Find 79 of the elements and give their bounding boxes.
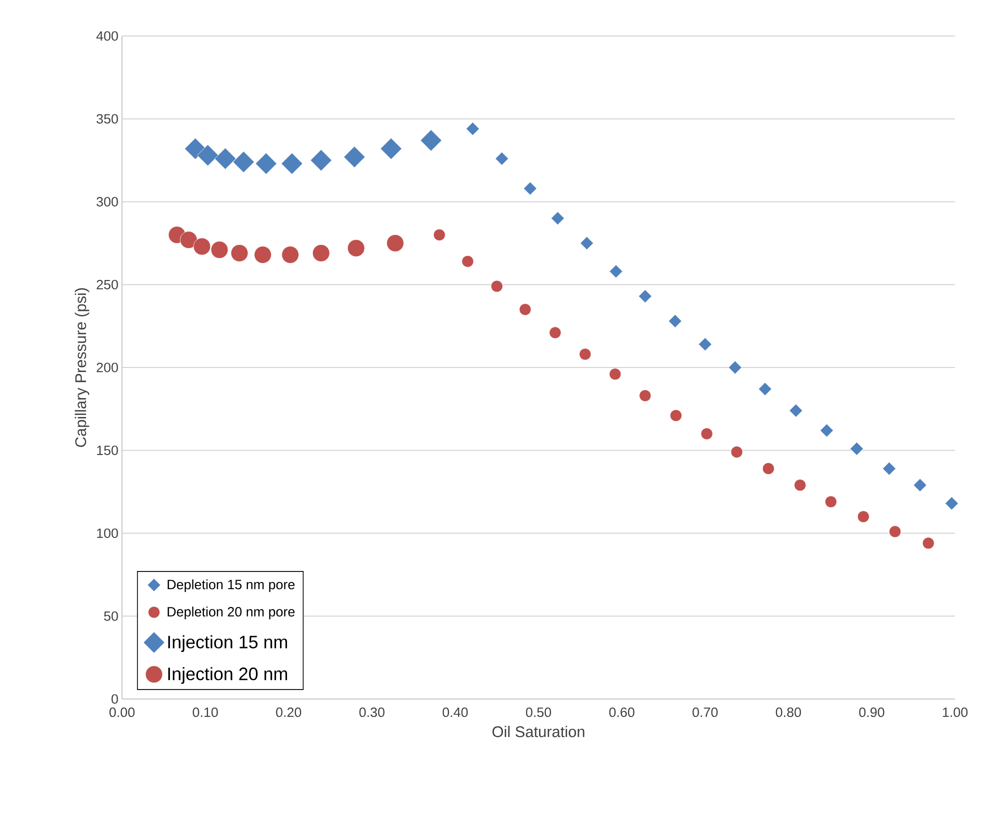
point <box>310 149 332 172</box>
point <box>386 234 404 252</box>
point <box>609 368 622 380</box>
legend-label: Depletion 20 nm pore <box>168 606 295 620</box>
point <box>230 244 248 262</box>
y-tick-label: 300 <box>96 196 118 206</box>
point <box>214 148 236 170</box>
point <box>850 442 864 456</box>
point <box>944 496 958 510</box>
y-tick-label: 350 <box>96 114 118 124</box>
point <box>495 152 509 166</box>
x-tick-label: 0.30 <box>359 708 384 718</box>
point <box>550 212 564 226</box>
x-tick-label: 0.20 <box>276 708 302 718</box>
point <box>312 244 330 262</box>
y-tick-label: 400 <box>96 31 118 41</box>
point <box>282 246 299 264</box>
x-axis-title: Oil Saturation <box>492 726 584 738</box>
y-tick-label: 250 <box>96 280 118 290</box>
point <box>466 122 480 136</box>
y-tick-label: 100 <box>97 528 118 538</box>
point <box>210 241 228 258</box>
point <box>762 462 774 475</box>
point <box>420 130 442 152</box>
point <box>882 462 896 476</box>
point <box>232 151 254 173</box>
point <box>824 496 837 508</box>
point <box>698 338 712 351</box>
point <box>519 303 532 316</box>
point <box>254 246 272 264</box>
y-tick-label: 200 <box>96 362 118 372</box>
point <box>490 280 503 292</box>
point <box>730 446 743 458</box>
point <box>922 537 934 550</box>
point <box>193 238 211 256</box>
point <box>668 314 682 328</box>
x-tick-label: 0.50 <box>526 708 552 718</box>
point <box>820 424 834 438</box>
point <box>889 526 902 538</box>
legend-label: Injection 15 nm <box>168 635 288 652</box>
point <box>344 146 366 168</box>
point <box>180 231 198 249</box>
point <box>549 326 562 339</box>
x-tick-label: 0.60 <box>609 708 634 718</box>
point <box>433 228 446 241</box>
x-tick-label: 0.80 <box>776 708 801 718</box>
x-tick-label: 0.70 <box>692 708 718 718</box>
point <box>380 138 402 160</box>
x-tick-label: 0.40 <box>442 708 468 718</box>
point <box>197 144 219 166</box>
point <box>789 404 803 418</box>
point <box>913 478 927 492</box>
point <box>347 239 365 257</box>
point <box>579 348 592 360</box>
x-tick-label: 0.90 <box>859 708 884 718</box>
point <box>638 290 652 303</box>
point <box>255 152 277 174</box>
point <box>670 410 682 422</box>
point <box>728 360 742 374</box>
point <box>609 264 623 278</box>
x-tick-label: 1.00 <box>942 708 968 718</box>
point <box>794 479 806 492</box>
point <box>857 510 870 523</box>
y-axis-title: Capillary Pressure (psi) <box>74 288 90 447</box>
point <box>462 255 474 268</box>
y-tick-label: 50 <box>104 611 118 621</box>
y-tick-label: 0 <box>112 694 118 704</box>
legend-label: Injection 20 nm <box>168 667 288 684</box>
point <box>281 152 303 174</box>
point <box>700 428 713 440</box>
y-tick-label: 150 <box>97 446 118 456</box>
point <box>523 182 537 196</box>
legend-label: Depletion 15 nm pore <box>168 579 295 592</box>
point <box>758 382 772 396</box>
point <box>580 236 594 250</box>
x-tick-label: 0.10 <box>192 708 218 718</box>
x-tick-label: 0.00 <box>109 708 135 718</box>
point <box>184 138 206 160</box>
point <box>639 390 652 402</box>
